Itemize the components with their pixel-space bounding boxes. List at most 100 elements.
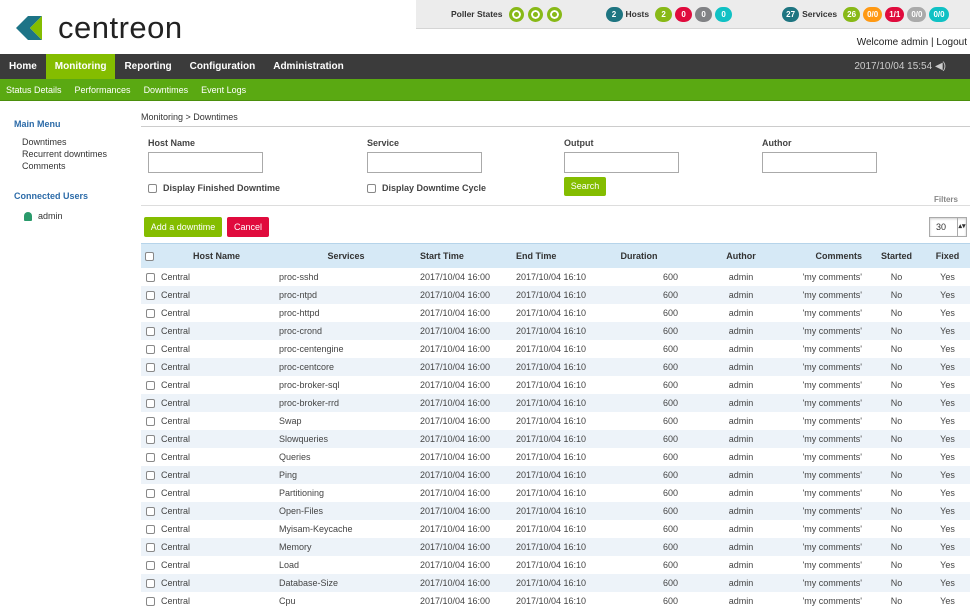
sub-nav-item[interactable]: Performances [74, 84, 131, 95]
table-cell: No [890, 343, 903, 354]
hosts-state[interactable]: 0 [675, 6, 693, 22]
filter-input[interactable] [564, 152, 679, 173]
checkbox[interactable] [146, 326, 155, 336]
checkbox[interactable] [146, 470, 155, 480]
services-state[interactable]: 1/1 [885, 6, 905, 22]
menu-item[interactable]: Comments [22, 161, 66, 171]
filter-checkbox[interactable]: Display Downtime Cycle [367, 183, 486, 193]
services-label: Services [802, 9, 838, 19]
table-cell: proc-broker-rrd [276, 393, 416, 412]
checkbox-cell [141, 340, 157, 358]
nav-item[interactable]: Configuration [189, 61, 256, 72]
checkbox[interactable] [146, 362, 155, 372]
nav-item[interactable]: Home [9, 61, 37, 72]
filter-input[interactable] [148, 152, 263, 173]
checkbox[interactable] [146, 308, 155, 318]
table-cell: Yes [925, 285, 970, 304]
nav-item[interactable]: Administration [273, 61, 344, 72]
filters-title[interactable]: Filters [933, 195, 958, 204]
checkbox-cell [141, 448, 157, 466]
column-header: Duration [596, 243, 682, 268]
table-cell: 2017/10/04 16:10 [513, 501, 596, 520]
checkbox-cell [141, 465, 157, 484]
table-cell: No [868, 357, 925, 376]
table-cell: Central [157, 321, 276, 340]
table-cell: 600 [662, 271, 678, 282]
checkbox-cell [141, 592, 157, 610]
table-cell: admin [728, 595, 754, 606]
table-cell: Yes [940, 415, 955, 426]
checkbox[interactable] [146, 542, 155, 552]
sub-nav-item[interactable]: Status Details [6, 84, 62, 95]
menu-item[interactable]: Downtimes [22, 137, 67, 147]
table-row: Central proc-ntpd 2017/10/04 16:00 2017/10/… [141, 285, 970, 304]
checkbox[interactable] [146, 488, 155, 498]
table-cell: 'my comments' [800, 393, 868, 412]
services-state[interactable]: 0/0 [907, 6, 927, 22]
column-header: Services [276, 243, 416, 268]
table-cell: 'my comments' [802, 271, 862, 282]
table-cell: 2017/10/04 16:10 [513, 357, 596, 376]
services-state[interactable]: 0/0 [863, 6, 883, 22]
checkbox[interactable] [146, 578, 155, 588]
checkbox[interactable] [146, 452, 155, 462]
sub-nav-item[interactable]: Event Logs [201, 84, 247, 95]
table-cell: admin [682, 537, 800, 556]
table-cell: 2017/10/04 16:00 [416, 321, 513, 340]
logout-link[interactable]: Logout [936, 37, 967, 48]
table-cell: 'my comments' [800, 357, 868, 376]
menu-item[interactable]: Recurrent downtimes [22, 149, 108, 159]
services-total[interactable]: 27 [782, 6, 800, 22]
checkbox-label: Display Downtime Cycle [382, 183, 487, 193]
filter-checkbox[interactable]: Display Finished Downtime [148, 183, 280, 193]
hosts-label: Hosts [625, 9, 650, 19]
poller-icon[interactable] [508, 6, 524, 22]
hosts-state[interactable]: 0 [695, 6, 713, 22]
nav-item[interactable]: Reporting [124, 61, 172, 72]
filters: Host Name Service Output Author Display Fini… [141, 126, 970, 206]
cancel-button[interactable]: Cancel [227, 217, 269, 237]
table-cell: 600 [596, 393, 682, 412]
checkbox[interactable] [146, 560, 155, 570]
search-button[interactable]: Search [564, 177, 606, 196]
checkbox[interactable] [146, 596, 155, 606]
table-cell: 2017/10/04 16:00 [420, 307, 491, 318]
nav-item[interactable]: Monitoring [45, 54, 116, 79]
add-button[interactable]: Add a downtime [144, 217, 222, 237]
hosts-total[interactable]: 2 [605, 6, 623, 22]
table-cell: 2017/10/04 16:00 [420, 487, 491, 498]
table-cell: admin [682, 573, 800, 592]
filter-input[interactable] [762, 152, 877, 173]
checkbox[interactable] [146, 416, 155, 426]
filter-input[interactable] [367, 152, 482, 173]
table-cell: Yes [940, 379, 955, 390]
services-state[interactable]: 26 [843, 6, 861, 22]
services-state[interactable]: 0/0 [929, 6, 949, 22]
table-cell: 2017/10/04 16:10 [516, 379, 587, 390]
table-cell: 2017/10/04 16:00 [416, 573, 513, 592]
poller-icon[interactable] [546, 6, 562, 22]
checkbox[interactable] [146, 290, 155, 300]
checkbox[interactable] [146, 524, 155, 534]
checkbox[interactable] [146, 272, 155, 282]
logo[interactable]: centreon [12, 8, 183, 48]
page-size-select[interactable]: 30 ▴▾ [929, 217, 967, 237]
checkbox[interactable] [146, 398, 155, 408]
hosts-state[interactable]: 2 [655, 6, 673, 22]
checkbox[interactable] [146, 434, 155, 444]
checkbox[interactable] [144, 251, 154, 261]
checkbox[interactable] [146, 506, 155, 516]
table-cell: admin [682, 501, 800, 520]
checkbox[interactable] [146, 380, 155, 390]
table-cell: 600 [596, 537, 682, 556]
checkbox[interactable] [146, 344, 155, 354]
table-cell: admin [682, 321, 800, 340]
table-cell: No [868, 465, 925, 484]
top-header: centreon Poller States 2 Hosts 2 0 0 0 27 Servic… [0, 0, 970, 54]
table-cell: proc-broker-sql [279, 379, 340, 390]
sub-nav-item[interactable]: Downtimes [143, 84, 189, 95]
poller-icon[interactable] [527, 6, 543, 22]
table-cell: No [868, 393, 925, 412]
filter-label: Author [762, 138, 792, 148]
hosts-state[interactable]: 0 [715, 6, 733, 22]
